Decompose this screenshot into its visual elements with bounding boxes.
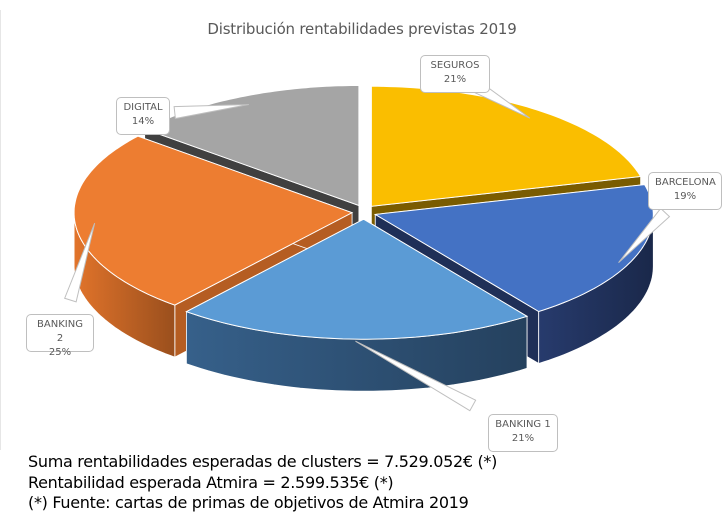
callout-pointer [64, 222, 96, 303]
callout-pointer [173, 104, 249, 120]
data-label-category: BANKING 2 [37, 319, 83, 344]
chart-title: Distribución rentabilidades previstas 20… [207, 20, 517, 38]
data-label-category: BARCELONA [655, 177, 716, 188]
callout-pointer [355, 340, 477, 412]
data-label-barcelona: BARCELONA 19% [648, 172, 722, 210]
footnotes: Suma rentabilidades esperadas de cluster… [28, 452, 497, 514]
data-label-category: SEGUROS [430, 60, 480, 71]
slice-top-face [73, 135, 354, 306]
slice-top-face [185, 218, 529, 340]
note-source: (*) Fuente: cartas de primas de objetivo… [28, 493, 469, 512]
data-label-category: DIGITAL [123, 102, 163, 113]
data-label-value: 19% [673, 191, 697, 202]
data-label-banking-2: BANKING 2 25% [26, 314, 94, 358]
data-label-value: 21% [443, 74, 467, 85]
data-label-category: BANKING 1 [495, 419, 551, 430]
pie-slices [73, 85, 654, 392]
pie-slice-banking-1 [185, 218, 529, 392]
callout-pointer [618, 207, 671, 264]
data-label-banking-1: BANKING 1 21% [488, 414, 558, 452]
note-atmira-total: Rentabilidad esperada Atmira = 2.599.535… [28, 472, 394, 492]
note-sum-clusters: Suma rentabilidades esperadas de cluster… [28, 452, 498, 471]
chart-area [0, 10, 724, 450]
slice-top-face [143, 85, 360, 207]
data-label-value: 14% [131, 116, 155, 127]
data-label-value: 21% [511, 433, 535, 444]
data-label-seguros: SEGUROS 21% [420, 55, 490, 93]
data-label-value: 25% [48, 347, 72, 358]
data-label-digital: DIGITAL 14% [116, 97, 170, 135]
